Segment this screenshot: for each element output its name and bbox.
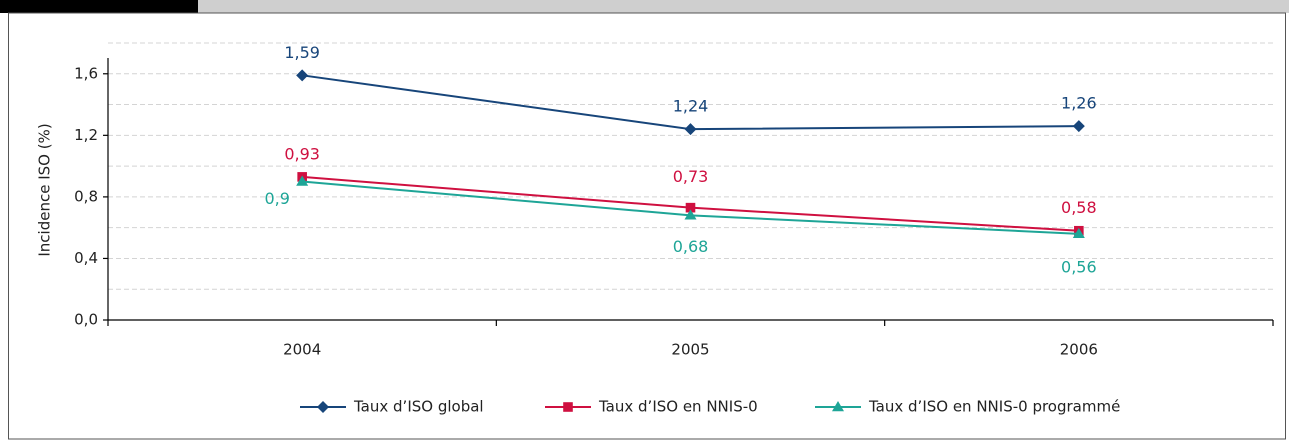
- marker: [1072, 120, 1085, 133]
- header-bar: [198, 0, 1289, 13]
- data-label: 1,59: [284, 43, 320, 62]
- data-label: 0,68: [673, 237, 709, 256]
- legend-label: Taux d’ISO en NNIS-0: [598, 398, 758, 416]
- data-label: 0,58: [1061, 198, 1097, 217]
- marker: [684, 209, 697, 220]
- y-tick-label: 0,4: [74, 249, 98, 267]
- header-block: [0, 0, 198, 13]
- data-label: 1,26: [1061, 94, 1097, 113]
- data-label: 0,9: [264, 189, 289, 208]
- marker: [296, 69, 309, 82]
- y-tick-label: 1,2: [74, 126, 98, 144]
- data-label: 0,93: [284, 144, 320, 163]
- marker: [685, 202, 696, 213]
- marker: [1072, 227, 1085, 239]
- frame: [8, 12, 1286, 440]
- marker: [684, 123, 697, 136]
- legend-label: Taux d’ISO global: [353, 398, 484, 416]
- data-label: 0,73: [673, 167, 709, 186]
- x-tick-label: 2004: [283, 341, 321, 359]
- legend-marker: [563, 402, 573, 412]
- data-label: 0,56: [1061, 257, 1097, 276]
- y-tick-label: 0,0: [74, 311, 98, 329]
- y-tick-label: 0,8: [74, 187, 98, 205]
- legend-marker: [317, 401, 329, 413]
- marker: [296, 175, 309, 186]
- x-tick-label: 2005: [671, 341, 709, 359]
- legend-marker: [832, 401, 844, 412]
- y-axis-title: Incidence ISO (%): [36, 123, 54, 256]
- legend-label: Taux d’ISO en NNIS-0 programmé: [868, 398, 1120, 416]
- y-tick-label: 1,6: [74, 64, 98, 82]
- x-tick-label: 2006: [1060, 341, 1098, 359]
- data-label: 1,24: [673, 97, 709, 116]
